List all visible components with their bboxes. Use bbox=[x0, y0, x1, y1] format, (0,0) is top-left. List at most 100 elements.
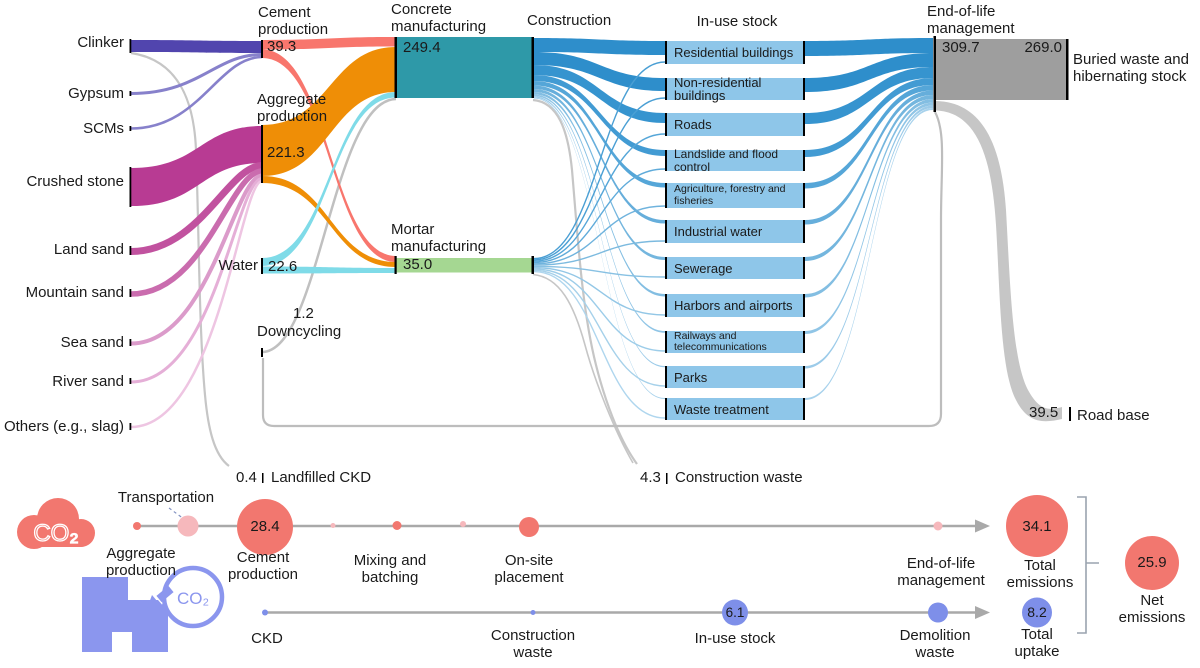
value-concrete-manufacturing: 249.4 bbox=[403, 39, 441, 56]
stock-to-eol-flows bbox=[805, 38, 933, 400]
flow-cement-mortar bbox=[262, 49, 396, 262]
flow-aggregate-mortar bbox=[262, 176, 396, 267]
flow-crushed-stone bbox=[131, 126, 262, 206]
flow-downcycling-to-concrete bbox=[261, 97, 397, 354]
svg-text:CO₂: CO₂ bbox=[33, 520, 78, 547]
label-net-emissions: Net emissions bbox=[1118, 592, 1186, 626]
label-downcycling: Downcycling bbox=[257, 323, 342, 340]
value-net-emissions: 25.9 bbox=[1137, 554, 1167, 571]
label-mixing-batching-stage: Mixing and batching bbox=[353, 552, 427, 586]
flow-road-base bbox=[936, 101, 1062, 422]
emissions-lines bbox=[133, 495, 1179, 634]
label-inuse-stock-stage: In-use stock bbox=[694, 630, 776, 647]
emissions-arrow-top bbox=[975, 519, 990, 533]
circle-inuse-uptake bbox=[722, 599, 748, 626]
value-mortar-manufacturing: 35.0 bbox=[403, 256, 433, 273]
node-construction-waste-tick bbox=[666, 473, 668, 484]
source-label-clinker: Clinker bbox=[77, 34, 124, 51]
label-road-base: Road base bbox=[1077, 407, 1150, 424]
node-aggregate-tick bbox=[261, 125, 263, 183]
header-aggregate-production: Aggregate production bbox=[257, 91, 328, 125]
circle-total-emissions bbox=[1006, 495, 1068, 557]
value-construction-waste: 4.3 bbox=[640, 469, 661, 486]
stock-box-roads: Roads bbox=[665, 113, 805, 136]
label-buried-waste: Buried waste and hibernating stock bbox=[1073, 51, 1189, 85]
source-flows bbox=[130, 40, 263, 429]
flow-construction-waste-2 bbox=[532, 273, 634, 464]
source-label-others-slag: Others (e.g., slag) bbox=[3, 418, 124, 435]
flow-aggregate-concrete bbox=[262, 47, 396, 176]
stock-box-non-residential: Non-residential buildings bbox=[665, 76, 805, 102]
source-label-scms: SCMs bbox=[83, 120, 124, 137]
source-label-river-sand: River sand bbox=[52, 373, 124, 390]
emissions-arrow-bottom bbox=[975, 606, 990, 619]
stock-box-industrial-water: Industrial water bbox=[665, 220, 805, 243]
header-in-use-stock: In-use stock bbox=[696, 13, 778, 30]
stock-box-harbors: Harbors and airports bbox=[665, 294, 805, 317]
value-water: 22.6 bbox=[268, 258, 298, 275]
gray-waste-flows bbox=[130, 51, 1062, 467]
source-label-mountain-sand: Mountain sand bbox=[25, 284, 124, 301]
flow-sea-sand bbox=[130, 173, 263, 346]
value-total-uptake: 8.2 bbox=[1027, 604, 1047, 620]
label-construction-waste-stage: Construction waste bbox=[490, 627, 576, 661]
label-ckd-stage: CKD bbox=[251, 630, 283, 647]
label-eol-stage: End-of-life management bbox=[897, 555, 985, 589]
node-eol-tick bbox=[933, 36, 936, 112]
node-cement-tick bbox=[261, 40, 263, 58]
value-cement-emissions: 28.4 bbox=[250, 518, 280, 535]
construction-to-stock-flows bbox=[533, 38, 666, 419]
node-landfilled-tick bbox=[262, 473, 264, 483]
node-road-base-tick bbox=[1069, 407, 1071, 421]
header-cement-production: Cement production bbox=[258, 4, 329, 38]
label-total-uptake: Total uptake bbox=[1014, 626, 1060, 660]
header-concrete-manufacturing: Concrete manufacturing bbox=[391, 1, 487, 35]
stock-box-landslide: Landslide and flood control bbox=[665, 147, 805, 173]
flow-clinker bbox=[131, 40, 262, 53]
label-total-emissions: Total emissions bbox=[1006, 557, 1074, 591]
node-downcycling-tick bbox=[261, 348, 263, 357]
svg-text:CO₂: CO₂ bbox=[177, 589, 209, 608]
flow-others-slag bbox=[130, 179, 263, 429]
stock-box-residential: Residential buildings bbox=[665, 41, 805, 64]
co2-cloud-icon: CO₂ bbox=[17, 498, 95, 549]
flow-land-sand bbox=[130, 162, 263, 255]
source-label-land-sand: Land sand bbox=[53, 241, 124, 258]
stock-box-sewerage: Sewerage bbox=[665, 257, 805, 279]
label-water: Water bbox=[218, 257, 258, 274]
process-flows bbox=[262, 37, 396, 274]
co2-uptake-icon: CO₂ bbox=[82, 565, 225, 652]
stock-box-railways: Railways and telecommunications bbox=[665, 330, 805, 353]
label-landfilled-ckd: Landfilled CKD bbox=[271, 469, 372, 486]
flow-gypsum bbox=[130, 53, 263, 95]
flow-scms bbox=[130, 55, 263, 130]
source-label-sea-sand: Sea sand bbox=[60, 334, 124, 351]
circle-total-uptake bbox=[1022, 597, 1052, 628]
circle-net-emissions bbox=[1125, 536, 1179, 590]
header-construction: Construction bbox=[527, 12, 612, 29]
value-road-base: 39.5 bbox=[1029, 404, 1059, 421]
label-aggregate-production-stage: Aggregate production bbox=[105, 545, 177, 579]
node-water-tick bbox=[261, 258, 263, 274]
value-eol-output: 269.0 bbox=[1024, 39, 1062, 56]
value-landfilled-ckd: 0.4 bbox=[236, 469, 257, 486]
value-inuse-uptake: 6.1 bbox=[725, 605, 745, 620]
flow-mountain-sand bbox=[130, 168, 263, 297]
node-buried-waste bbox=[936, 39, 1066, 100]
label-demolition-waste-stage: Demolition waste bbox=[899, 627, 971, 661]
label-transportation: Transportation bbox=[117, 489, 215, 506]
label-cement-production-stage: Cement production bbox=[227, 549, 299, 583]
value-aggregate-production: 221.3 bbox=[267, 144, 305, 161]
value-downcycling: 1.2 bbox=[293, 305, 314, 322]
flow-downcycling-loop bbox=[261, 111, 944, 428]
label-onsite-placement-stage: On-site placement bbox=[494, 552, 564, 586]
flow-river-sand bbox=[130, 177, 263, 384]
stock-box-parks: Parks bbox=[665, 366, 805, 388]
header-eol-management: End-of-life management bbox=[927, 3, 1015, 37]
transportation-pointer-line bbox=[168, 507, 185, 520]
flow-water-mortar bbox=[262, 266, 396, 274]
value-cement-production: 39.3 bbox=[267, 38, 297, 55]
node-concrete-manufacturing bbox=[396, 37, 532, 98]
